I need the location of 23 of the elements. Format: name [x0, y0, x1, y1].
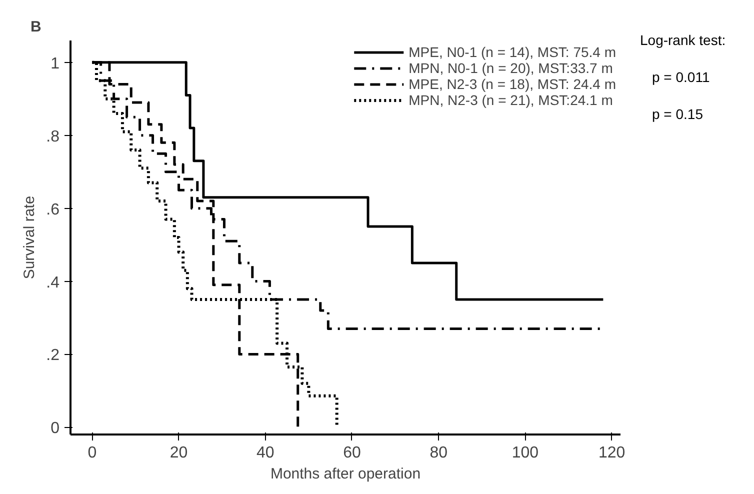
- y-tick-label: 0: [50, 420, 60, 438]
- x-tick-label: 120: [598, 444, 626, 462]
- x-tick-label: 0: [88, 444, 97, 462]
- chart-title: B: [30, 18, 42, 36]
- y-tick-label: .4: [46, 274, 60, 292]
- text: p = 0.011: [652, 68, 710, 87]
- x-tick-label: 20: [170, 444, 188, 462]
- legend-label: MPE, N0-1 (n = 14), MST: 75.4 m: [408, 44, 616, 60]
- y-tick-label: .2: [46, 347, 60, 364]
- y-axis-title: Survival rate: [21, 196, 38, 280]
- y-tick-label: .8: [46, 128, 60, 146]
- text: Log-rank test:: [640, 31, 726, 50]
- y-tick-label: .6: [46, 201, 60, 218]
- y-tick-label: 1: [50, 55, 60, 72]
- legend-label: MPN, N0-1 (n = 20), MST:33.7 m: [408, 60, 613, 76]
- x-tick-label: 100: [512, 444, 539, 462]
- legend-label: MPE, N2-3 (n = 18), MST: 24.4 m: [408, 76, 616, 92]
- x-tick-label: 40: [256, 444, 274, 462]
- legend-label: MPN, N2-3 (n = 21), MST:24.1 m: [408, 92, 613, 108]
- x-tick-label: 60: [343, 444, 361, 462]
- x-tick-label: 80: [430, 444, 448, 462]
- text: p = 0.15: [652, 105, 703, 124]
- x-axis-title: Months after operation: [270, 466, 421, 482]
